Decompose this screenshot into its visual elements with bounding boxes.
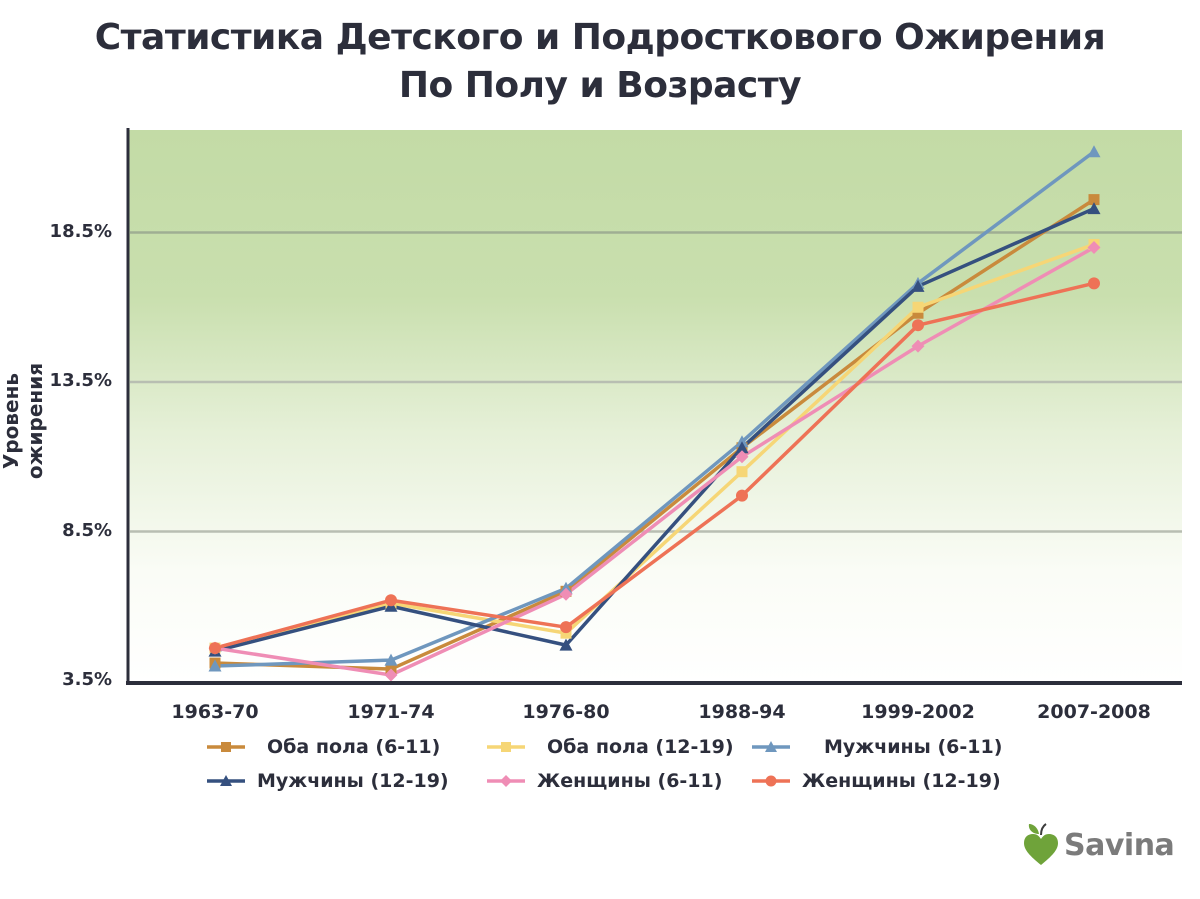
circle-marker-icon [209, 642, 221, 655]
legend-label: Оба пола (12-19) [547, 736, 734, 758]
x-tick-label: 1971-74 [347, 701, 435, 723]
square-marker-icon [912, 301, 924, 313]
series-line [214, 198, 1095, 671]
triangle-marker-icon [208, 659, 222, 672]
series-line [214, 150, 1096, 668]
circle-marker-icon [560, 621, 572, 634]
circle-marker-icon [1088, 277, 1100, 290]
legend-item: Мужчины (12-19) [205, 770, 449, 792]
square-marker-icon [221, 742, 231, 752]
y-tick-label: 8.5% [62, 519, 112, 541]
diamond-marker-icon [384, 668, 398, 682]
y-axis-label: Уровень ожирения [0, 362, 47, 480]
triangle-marker-icon [765, 741, 777, 752]
square-marker-icon [501, 742, 511, 752]
legend-item: Оба пола (6-11) [205, 736, 440, 758]
square-marker-icon [912, 307, 924, 319]
series-line [214, 242, 1095, 650]
triangle-marker-icon [911, 279, 925, 292]
circle-marker-icon [385, 594, 397, 607]
triangle-marker-icon [1087, 145, 1101, 158]
chart-title-line-2: По Полу и Возрасту [398, 65, 802, 106]
legend-item: Оба пола (12-19) [485, 736, 734, 758]
legend-swatch-icon [207, 742, 245, 752]
y-tick-label: 13.5% [49, 370, 112, 391]
circle-marker-icon [765, 775, 777, 787]
legend-label: Мужчины (6-11) [824, 736, 1003, 758]
triangle-marker-icon [559, 638, 573, 651]
diamond-marker-icon [735, 450, 749, 464]
diamond-marker-icon [911, 339, 925, 353]
series-line [214, 206, 1095, 653]
plot-area [128, 130, 1182, 682]
x-tick-label: 1999-2002 [861, 701, 975, 723]
brand-name: Savina [1064, 827, 1175, 863]
square-marker-icon [1088, 194, 1100, 206]
legend-label: Мужчины (12-19) [257, 770, 449, 792]
square-marker-icon [736, 466, 748, 478]
legend-swatch-icon [487, 775, 525, 787]
y-tick-label: 18.5% [49, 220, 112, 242]
diamond-marker-icon [559, 587, 573, 601]
series-lines [214, 150, 1096, 677]
grid-lines [130, 231, 1182, 533]
diamond-marker-icon [500, 775, 512, 787]
chart-title: Статистика Детского и Подросткового Ожир… [0, 14, 1200, 110]
x-tick-label: 1963-70 [171, 701, 259, 723]
triangle-marker-icon [1087, 202, 1101, 215]
series-line [214, 281, 1095, 650]
legend-label: Женщины (12-19) [802, 770, 1001, 792]
triangle-marker-icon [735, 441, 749, 454]
legend-item: Мужчины (6-11) [750, 736, 1002, 758]
circle-marker-icon [912, 319, 924, 332]
circle-marker-icon [736, 489, 748, 502]
legend-swatch-icon [752, 741, 790, 752]
legend-label: Оба пола (6-11) [267, 736, 441, 758]
legend-swatch-icon [487, 742, 525, 752]
triangle-marker-icon [384, 653, 398, 666]
apple-heart-icon [1024, 823, 1058, 865]
y-tick-label: 3.5% [62, 669, 112, 690]
diamond-marker-icon [1087, 240, 1101, 254]
legend-item: Женщины (6-11) [485, 770, 722, 792]
x-tick-label: 1988-94 [698, 701, 786, 723]
x-tick-label: 1976-80 [522, 701, 610, 723]
triangle-marker-icon [220, 775, 232, 786]
legend-swatch-icon [752, 775, 790, 787]
legend-swatch-icon [207, 775, 245, 786]
series-markers [208, 145, 1101, 682]
legend-item: Женщины (12-19) [750, 770, 1001, 792]
chart-title-line-1: Статистика Детского и Подросткового Ожир… [94, 17, 1106, 58]
series-line [214, 245, 1095, 677]
brand-logo: Savina [1022, 823, 1175, 867]
x-tick-label: 2007-2008 [1037, 701, 1151, 723]
legend-label: Женщины (6-11) [537, 770, 723, 792]
